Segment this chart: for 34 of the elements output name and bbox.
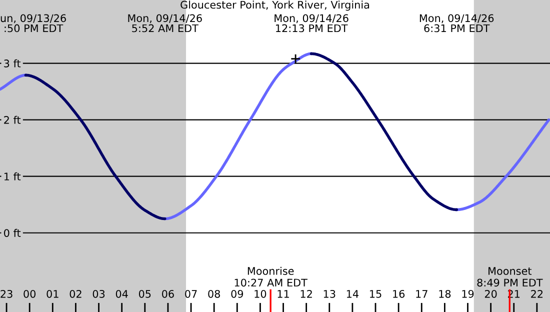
ref-line-label: Moonset 8:49 PM EDT bbox=[477, 267, 543, 287]
x-tick-label: 11 bbox=[278, 290, 289, 298]
annotation: Mon, 09/14/26 6:31 PM EDT bbox=[420, 14, 494, 32]
x-tick-label: 17 bbox=[416, 290, 428, 298]
x-tick-label: 12 bbox=[300, 290, 312, 298]
x-tick-label: 16 bbox=[393, 290, 405, 298]
x-tick-label: 22 bbox=[531, 290, 543, 298]
x-tick-label: 08 bbox=[208, 290, 220, 298]
y-tick-label: 0 ft bbox=[4, 228, 21, 237]
x-tick-label: 18 bbox=[439, 290, 451, 298]
annotation: un, 09/13/26 :50 PM EDT bbox=[0, 14, 66, 32]
x-tick-label: 10 bbox=[254, 290, 266, 298]
x-tick-label: 06 bbox=[162, 290, 174, 298]
chart-title: Gloucester Point, York River, Virginia bbox=[180, 0, 370, 11]
x-tick-label: 07 bbox=[185, 290, 197, 298]
x-tick-label: 02 bbox=[70, 290, 82, 298]
y-tick-label: 2 ft bbox=[4, 116, 21, 124]
annotation: Mon, 09/14/26 5:52 AM EDT bbox=[128, 14, 202, 32]
x-tick-label: 20 bbox=[484, 290, 497, 298]
y-tick-label: 3 ft bbox=[4, 59, 21, 68]
x-tick-label: 05 bbox=[138, 290, 151, 298]
y-tick-label: 1 ft bbox=[4, 172, 21, 180]
x-tick-label: 19 bbox=[462, 290, 474, 298]
x-tick-label: 03 bbox=[92, 290, 105, 298]
x-tick-label: 15 bbox=[370, 290, 382, 298]
x-tick-label: 01 bbox=[46, 290, 58, 298]
x-tick-label: 04 bbox=[116, 290, 128, 298]
x-tick-label: 00 bbox=[24, 290, 36, 298]
x-tick-label: 09 bbox=[231, 290, 244, 298]
ref-line-label: Moonrise 10:27 AM EDT bbox=[234, 266, 308, 287]
x-tick-label: 13 bbox=[324, 290, 336, 298]
x-tick-label: 14 bbox=[346, 290, 358, 298]
annotation: Mon, 09/14/26 12:13 PM EDT bbox=[274, 14, 348, 32]
x-tick-label: 23 bbox=[0, 290, 12, 298]
